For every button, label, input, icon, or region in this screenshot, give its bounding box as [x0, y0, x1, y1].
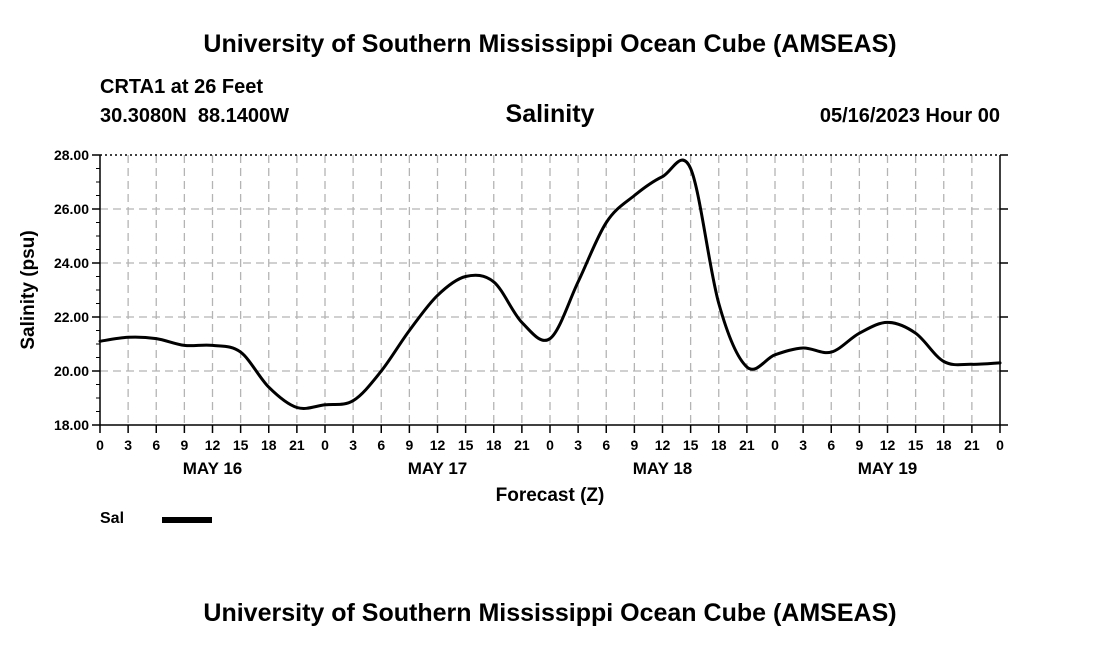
- x-tick-label: 6: [152, 437, 160, 453]
- x-tick-label: 18: [711, 437, 727, 453]
- y-tick-label: 22.00: [54, 309, 89, 325]
- x-tick-label: 12: [205, 437, 221, 453]
- x-tick-label: 3: [574, 437, 582, 453]
- legend-swatch: [162, 517, 212, 523]
- y-tick-label: 20.00: [54, 363, 89, 379]
- x-tick-label: 9: [630, 437, 638, 453]
- x-tick-label: 15: [683, 437, 699, 453]
- day-label: MAY 19: [858, 459, 918, 478]
- x-tick-label: 18: [936, 437, 952, 453]
- x-tick-label: 12: [880, 437, 896, 453]
- header-title: University of Southern Mississippi Ocean…: [203, 30, 897, 58]
- x-tick-label: 0: [546, 437, 554, 453]
- footer-title: University of Southern Mississippi Ocean…: [203, 599, 897, 627]
- x-tick-label: 18: [486, 437, 502, 453]
- y-tick-label: 28.00: [54, 147, 89, 163]
- x-tick-label: 6: [827, 437, 835, 453]
- day-label: MAY 16: [183, 459, 243, 478]
- x-tick-label: 6: [377, 437, 385, 453]
- day-label: MAY 17: [408, 459, 468, 478]
- day-label: MAY 18: [633, 459, 693, 478]
- x-tick-label: 3: [799, 437, 807, 453]
- legend-label: Sal: [100, 510, 125, 527]
- x-tick-label: 15: [233, 437, 249, 453]
- x-tick-label: 3: [124, 437, 132, 453]
- x-tick-label: 0: [996, 437, 1004, 453]
- x-tick-label: 12: [655, 437, 671, 453]
- x-tick-label: 0: [321, 437, 329, 453]
- x-tick-label: 6: [602, 437, 610, 453]
- station-name: CRTA1 at 26 Feet: [100, 76, 264, 98]
- y-tick-label: 18.00: [54, 417, 89, 433]
- x-tick-label: 9: [405, 437, 413, 453]
- x-tick-label: 21: [739, 437, 755, 453]
- x-tick-label: 9: [180, 437, 188, 453]
- x-tick-label: 9: [855, 437, 863, 453]
- x-tick-label: 21: [514, 437, 530, 453]
- x-tick-label: 15: [458, 437, 474, 453]
- station-coords: 30.3080N 88.1400W: [100, 105, 290, 127]
- x-axis-title: Forecast (Z): [496, 485, 605, 506]
- x-tick-label: 18: [261, 437, 277, 453]
- grid-layer: [100, 155, 1000, 425]
- x-tick-label: 0: [771, 437, 779, 453]
- series-line-sal: [98, 158, 1002, 410]
- x-tick-label: 0: [96, 437, 104, 453]
- chart-title: Salinity: [505, 100, 595, 128]
- x-tick-label: 3: [349, 437, 357, 453]
- label-layer: 18.00 20.00 22.00 24.00 26.00 28.00 0 3 6 9 12 15 18…: [18, 147, 1004, 506]
- forecast-date-label: 05/16/2023 Hour 00: [819, 105, 1000, 127]
- x-tick-label: 12: [430, 437, 446, 453]
- x-tick-label: 21: [964, 437, 980, 453]
- axis-layer: [92, 154, 1008, 433]
- y-tick-label: 26.00: [54, 201, 89, 217]
- x-tick-label: 15: [908, 437, 924, 453]
- series-layer: [98, 158, 1002, 410]
- y-tick-label: 24.00: [54, 255, 89, 271]
- x-tick-label: 21: [289, 437, 305, 453]
- y-axis-title: Salinity (psu): [18, 230, 39, 349]
